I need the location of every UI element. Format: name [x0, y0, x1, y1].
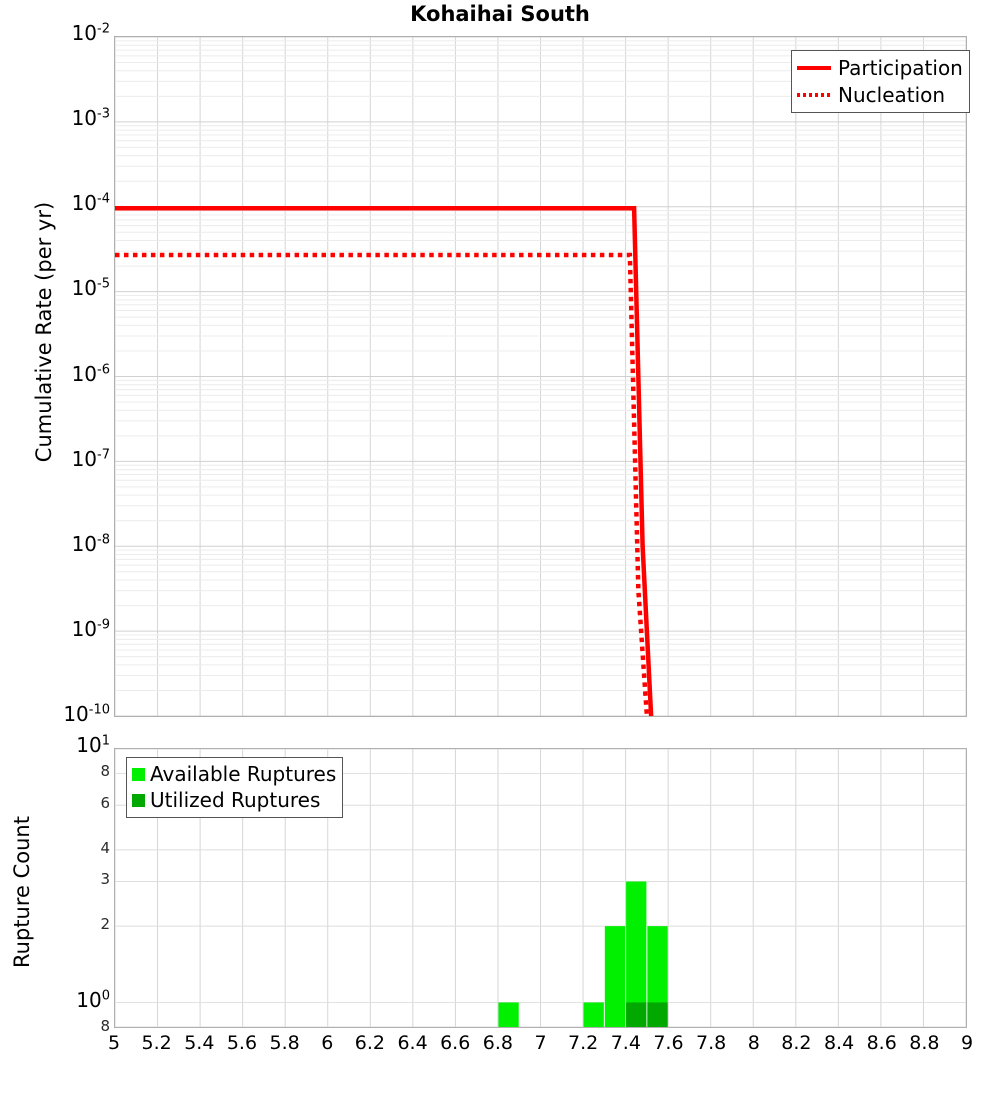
legend-item-utilized-ruptures[interactable]: Utilized Ruptures	[132, 787, 336, 813]
xtick-label: 6	[321, 1032, 334, 1054]
xtick-label: 5.6	[226, 1032, 258, 1054]
bottom-plot-legend: Available Ruptures Utilized Ruptures	[126, 757, 344, 818]
nucleation-line-swatch-icon	[797, 86, 831, 104]
xtick-label: 5.2	[141, 1032, 172, 1054]
xtick-label: 7.6	[653, 1032, 684, 1054]
xtick-label: 6.4	[397, 1032, 428, 1054]
top-plot-data	[115, 206, 654, 716]
legend-label-participation: Participation	[838, 55, 963, 80]
top-plot-ytick-label: 10-7	[71, 446, 110, 471]
utilized-ruptures-swatch-icon	[132, 793, 145, 807]
legend-item-nucleation[interactable]: Nucleation	[797, 81, 963, 108]
xtick-label: 5.8	[269, 1032, 300, 1054]
xtick-label: 8.8	[909, 1032, 940, 1054]
bottom-plot-ytick-label: 6	[100, 793, 110, 812]
participation-line-swatch-icon	[797, 59, 831, 77]
xtick-label: 7.4	[610, 1032, 641, 1054]
top-plot-ytick-label: 10-5	[71, 276, 110, 301]
xtick-label: 6.6	[440, 1032, 471, 1054]
xtick-label: 8.4	[823, 1032, 855, 1054]
xtick-label: 5	[107, 1032, 121, 1054]
xtick-label: 7.2	[568, 1032, 599, 1054]
xtick-label: 8	[747, 1032, 760, 1054]
bottom-plot-data	[498, 881, 668, 1027]
xtick-label: 5.4	[184, 1032, 215, 1054]
bottom-plot-ytick-label: 8	[100, 761, 110, 780]
top-plot-ylabel: Cumulative Rate (per yr)	[32, 201, 56, 463]
xtick-label: 9	[960, 1032, 974, 1054]
legend-label-available-ruptures: Available Ruptures	[150, 762, 337, 786]
legend-label-utilized-ruptures: Utilized Ruptures	[150, 788, 321, 812]
bottom-plot-ytick-label: 2	[100, 915, 110, 934]
top-plot-ytick-label: 10-6	[71, 361, 110, 386]
bottom-plot-ytick-label: 101	[76, 733, 110, 757]
bottom-plot-ytick-label: 8	[100, 1017, 110, 1035]
bottom-plot-ytick-label: 100	[76, 988, 110, 1013]
available-ruptures-swatch-icon	[132, 767, 145, 781]
top-plot-ytick-label: 10-10	[63, 702, 110, 726]
top-plot-ytick-label: 10-4	[71, 191, 110, 216]
xtick-label: 6.8	[482, 1032, 513, 1054]
xtick-label: 6.2	[354, 1032, 385, 1054]
xtick-label: 7.8	[695, 1032, 727, 1054]
legend-item-participation[interactable]: Participation	[797, 54, 963, 81]
top-plot-legend: Participation Nucleation	[791, 50, 970, 113]
xtick-label: 7	[534, 1032, 547, 1054]
top-plot-axes	[114, 36, 967, 717]
chart-title: Kohaihai South	[410, 2, 590, 26]
legend-label-nucleation: Nucleation	[838, 82, 946, 107]
bottom-plot-ytick-label: 3	[100, 870, 110, 889]
xtick-label: 8.2	[781, 1032, 812, 1054]
top-plot-ytick-label: 10-9	[71, 616, 110, 641]
bottom-plot-ytick-label: 4	[100, 838, 110, 857]
bottom-plot-ylabel: Rupture Count	[10, 816, 34, 968]
top-plot-ytick-label: 10-2	[71, 21, 110, 45]
top-plot-ytick-label: 10-3	[71, 106, 110, 131]
legend-item-available-ruptures[interactable]: Available Ruptures	[132, 761, 336, 787]
top-plot-ytick-label: 10-8	[71, 531, 110, 556]
xtick-label: 8.6	[866, 1032, 897, 1054]
